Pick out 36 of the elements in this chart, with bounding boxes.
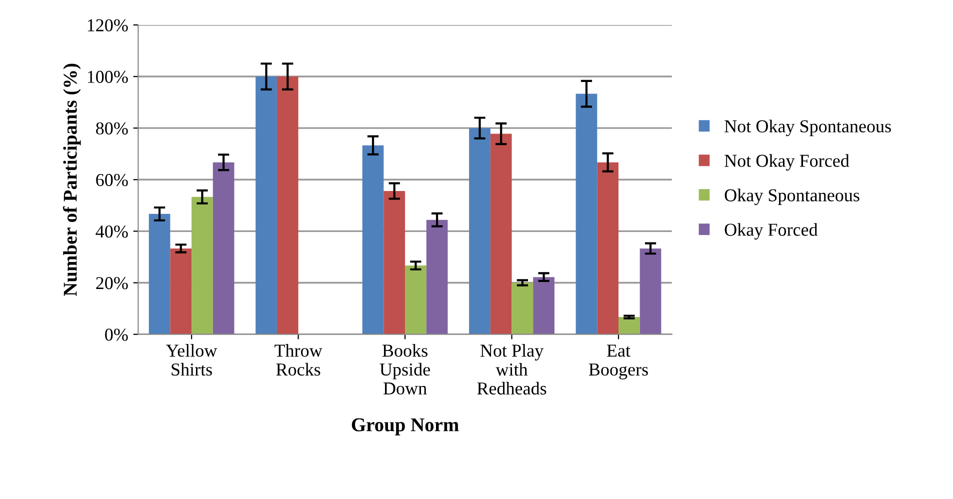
bar [512, 282, 534, 334]
y-tick-label: 20% [96, 277, 128, 290]
bar [640, 248, 662, 334]
y-tick-label: 60% [96, 174, 128, 186]
bar [490, 134, 512, 334]
y-tick-label: 40% [96, 225, 128, 238]
bar [597, 162, 618, 334]
x-tick-label: Books Upside Down [380, 344, 430, 395]
legend-label: Okay Spontaneous [724, 188, 860, 206]
y-tick-label: 0% [105, 328, 128, 341]
bar [148, 214, 170, 334]
bar [170, 248, 192, 334]
x-tick-label: Not Play with Redheads [477, 344, 546, 395]
y-tick-label: 100% [88, 70, 128, 84]
bar [384, 190, 406, 334]
x-tick-label: Eat Boogers [588, 344, 648, 380]
bar [533, 277, 554, 334]
x-tick-label: Yellow Shirts [166, 344, 218, 376]
x-tick-label: Throw Rocks [274, 344, 322, 376]
bar [256, 76, 277, 334]
bar [426, 220, 448, 334]
bar [618, 317, 640, 334]
bar [212, 162, 234, 334]
legend-label: Not Okay Forced [724, 154, 850, 171]
bar [192, 196, 213, 334]
bar [276, 76, 298, 334]
bar [362, 145, 384, 334]
x-axis-title: Group Norm [352, 418, 459, 436]
y-tick-label: 80% [96, 122, 128, 135]
bar [405, 265, 426, 334]
y-tick-label: 120% [88, 19, 128, 32]
y-axis-title: Number of Participants (%) [62, 64, 81, 296]
bar [576, 94, 598, 334]
legend-label: Not Okay Spontaneous [724, 120, 891, 136]
legend-label: Okay Forced [724, 223, 818, 240]
bar [469, 128, 490, 334]
